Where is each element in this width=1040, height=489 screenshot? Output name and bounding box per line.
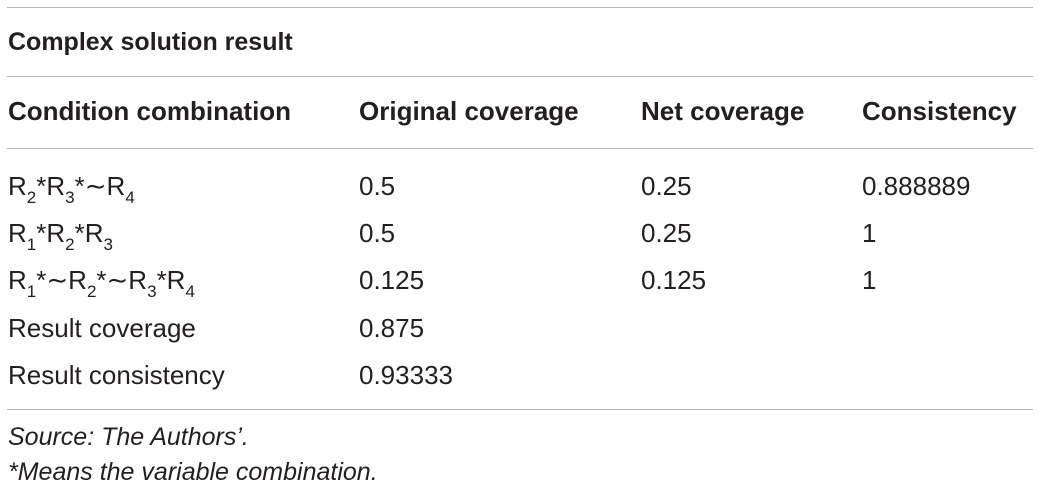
original-coverage-cell: 0.5 — [359, 218, 396, 248]
net-coverage-cell: 0.25 — [641, 218, 692, 248]
table-bottom-rule — [7, 409, 1033, 410]
condition-cell: R1*∼R2*∼R3*R4 — [8, 265, 195, 301]
original-coverage-cell: 0.5 — [359, 171, 396, 201]
table-title: Complex solution result — [8, 28, 293, 56]
condition-cell: R1*R2*R3 — [8, 218, 113, 254]
header-condition-combination: Condition combination — [8, 96, 292, 126]
header-net-coverage: Net coverage — [641, 96, 805, 126]
header-rule — [7, 148, 1033, 149]
summary-value: 0.93333 — [359, 360, 453, 390]
original-coverage-cell: 0.125 — [359, 265, 425, 295]
summary-label: Result consistency — [8, 360, 225, 390]
summary-value: 0.875 — [359, 313, 425, 343]
consistency-cell: 1 — [862, 218, 877, 248]
consistency-cell: 0.888889 — [862, 171, 971, 201]
summary-label: Result coverage — [8, 313, 196, 343]
net-coverage-cell: 0.25 — [641, 171, 692, 201]
condition-cell: R2*R3*∼R4 — [8, 171, 135, 207]
footnote-asterisk: *Means the variable combination. — [8, 458, 378, 486]
footnote-source: Source: The Authors’. — [8, 423, 249, 451]
table-top-rule — [7, 7, 1033, 8]
header-original-coverage: Original coverage — [359, 96, 579, 126]
consistency-cell: 1 — [862, 265, 877, 295]
net-coverage-cell: 0.125 — [641, 265, 707, 295]
header-consistency: Consistency — [862, 96, 1017, 126]
title-rule — [7, 76, 1033, 77]
